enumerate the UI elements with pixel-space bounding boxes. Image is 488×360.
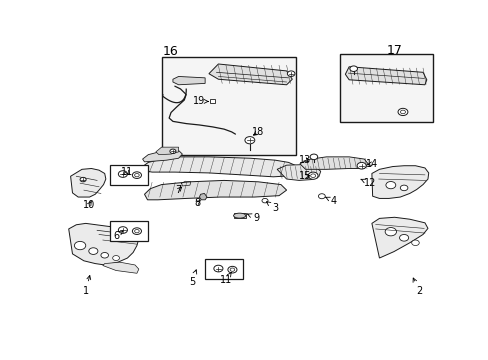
Circle shape — [134, 229, 139, 233]
Text: 12: 12 — [360, 178, 375, 188]
Circle shape — [411, 240, 418, 246]
Circle shape — [112, 256, 119, 261]
Circle shape — [400, 110, 405, 114]
Circle shape — [74, 242, 85, 250]
Text: 1: 1 — [82, 275, 90, 296]
Circle shape — [385, 181, 395, 189]
Circle shape — [89, 248, 98, 255]
Polygon shape — [371, 217, 427, 258]
Text: 17: 17 — [386, 44, 402, 57]
Polygon shape — [142, 150, 182, 162]
Circle shape — [318, 194, 325, 199]
Circle shape — [244, 136, 254, 144]
Circle shape — [349, 66, 357, 72]
Text: 18: 18 — [251, 127, 264, 137]
Text: 8: 8 — [194, 198, 200, 208]
Bar — [109, 221, 147, 240]
Circle shape — [287, 71, 294, 76]
Circle shape — [307, 172, 317, 179]
Polygon shape — [345, 67, 426, 85]
Ellipse shape — [233, 213, 245, 218]
Bar — [339, 54, 432, 122]
Text: 13: 13 — [299, 155, 311, 165]
Text: 16: 16 — [163, 45, 178, 58]
Polygon shape — [144, 180, 286, 200]
Circle shape — [399, 234, 408, 241]
Circle shape — [310, 174, 315, 177]
Polygon shape — [142, 157, 297, 177]
Polygon shape — [173, 76, 205, 85]
Polygon shape — [371, 166, 428, 198]
Bar — [109, 165, 147, 185]
Bar — [205, 259, 243, 279]
Text: 5: 5 — [188, 270, 196, 287]
Text: 10: 10 — [82, 201, 95, 210]
Text: 2: 2 — [412, 278, 422, 296]
Text: 19: 19 — [193, 96, 208, 107]
Text: 3: 3 — [266, 202, 278, 213]
Circle shape — [356, 162, 366, 169]
Circle shape — [227, 266, 237, 273]
Circle shape — [397, 108, 407, 116]
Text: 9: 9 — [247, 213, 259, 223]
Polygon shape — [70, 168, 105, 197]
Polygon shape — [199, 193, 206, 200]
Circle shape — [80, 177, 86, 182]
Circle shape — [134, 174, 139, 177]
Circle shape — [309, 154, 317, 159]
Circle shape — [400, 185, 407, 191]
Bar — [209, 99, 215, 103]
Text: 15: 15 — [299, 171, 311, 181]
Polygon shape — [299, 157, 367, 169]
Circle shape — [132, 228, 141, 234]
Text: 4: 4 — [325, 196, 336, 206]
Circle shape — [385, 228, 396, 236]
Text: 11: 11 — [121, 167, 133, 177]
Circle shape — [118, 171, 127, 177]
Circle shape — [262, 198, 267, 203]
Polygon shape — [156, 147, 178, 155]
Circle shape — [230, 268, 234, 271]
Circle shape — [169, 149, 176, 153]
Text: 7: 7 — [175, 185, 182, 195]
Circle shape — [213, 265, 223, 272]
Circle shape — [101, 252, 108, 258]
Circle shape — [132, 172, 141, 179]
Text: 14: 14 — [365, 159, 377, 169]
Bar — [161, 57, 295, 156]
Polygon shape — [208, 64, 292, 85]
Bar — [233, 213, 245, 219]
Circle shape — [118, 227, 127, 233]
Polygon shape — [102, 262, 139, 273]
Polygon shape — [68, 223, 139, 265]
Text: 11: 11 — [220, 272, 232, 285]
Text: 6: 6 — [113, 231, 122, 241]
Polygon shape — [277, 165, 320, 180]
